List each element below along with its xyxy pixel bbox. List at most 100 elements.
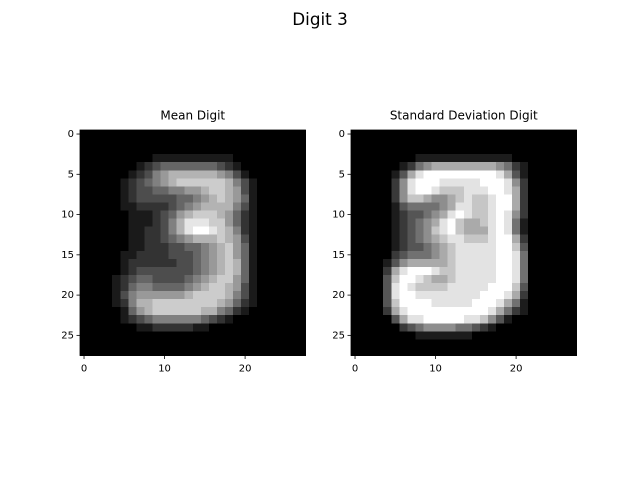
pixel [407,234,416,244]
pixel [104,258,113,268]
pixel [192,218,202,227]
pixel [104,242,113,252]
pixel [487,307,497,316]
pixel [520,266,529,276]
pixel [88,194,97,203]
pixel [273,347,282,356]
pixel [415,242,424,252]
pixel [359,210,368,219]
pixel [136,291,145,300]
pixel [495,347,505,356]
pixel [375,331,384,340]
pixel [249,315,258,324]
pixel [257,299,266,308]
pixel [560,347,569,356]
pixel [224,299,234,308]
pixel [281,339,290,348]
pixel [351,218,360,227]
pixel [520,162,529,171]
pixel [192,210,202,219]
pixel [289,331,298,340]
pixel [281,170,290,179]
pixel [136,307,145,316]
pixel [297,146,306,155]
pixel [297,299,306,308]
pixel [495,250,505,260]
pixel [88,250,97,260]
pixel [136,154,145,163]
pixel [439,315,448,324]
pixel [367,339,376,348]
pixel [375,194,384,203]
pixel [224,186,234,195]
pixel [471,250,481,260]
pixel [367,218,376,227]
pixel [471,186,481,195]
pixel [367,170,376,179]
pixel [216,138,226,147]
pixel [415,274,424,284]
pixel [297,178,306,187]
pixel [536,331,545,340]
pixel [168,250,177,260]
pixel [552,291,561,300]
pixel [184,170,194,179]
pixel [544,339,553,348]
pixel [544,202,553,211]
pixel [399,315,408,324]
pixel [233,226,242,235]
pixel [439,299,448,308]
pixel [455,194,465,203]
pixel [249,154,258,163]
pixel [200,162,210,171]
pixel [375,258,384,268]
pixel [536,250,545,260]
pixel [176,154,185,163]
pixel [192,266,202,276]
pixel [439,186,448,195]
pixel [152,170,161,179]
pixel [512,218,521,227]
pixel [512,162,521,171]
pixel [560,315,569,324]
pixel [504,178,513,187]
pixel [512,242,521,252]
pixel [273,186,282,195]
pixel [375,339,384,348]
pixel [504,234,513,244]
pixel [512,331,521,340]
pixel [560,274,569,284]
pixel [487,162,497,171]
pixel [415,194,424,203]
pixel [431,274,440,284]
pixel [120,291,129,300]
pixel [423,178,432,187]
pixel [391,226,400,235]
pixel [447,186,456,195]
pixel [112,266,121,276]
pixel [120,339,129,348]
pixel [471,299,481,308]
pixel [463,138,473,147]
pixel [184,274,194,284]
pixel [415,307,424,316]
pixel [504,202,513,211]
pixel [297,258,306,268]
pixel [249,331,258,340]
pixel [233,291,242,300]
pixel [479,178,489,187]
pixel [391,138,400,147]
pixel [144,347,153,356]
pixel [208,138,218,147]
pixel [447,194,456,203]
pixel [383,170,392,179]
pixel [216,307,226,316]
pixel [568,130,577,139]
pixel [273,307,282,316]
pixel [289,202,298,211]
pixel [552,234,561,244]
pixel [233,202,242,211]
pixel [289,347,298,356]
pixel [415,258,424,268]
pixel [536,194,545,203]
